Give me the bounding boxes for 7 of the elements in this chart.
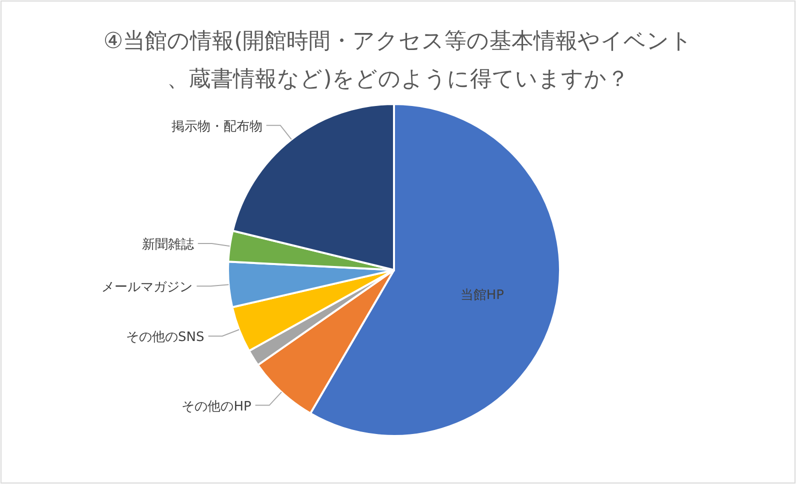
slice-label: 新聞雑誌 xyxy=(142,238,194,252)
slice-label: その他のSNS xyxy=(126,330,204,346)
chart-title: ④当館の情報(開館時間・アクセス等の基本情報やイベント、蔵書情報など)をどのように得ていますか？ xyxy=(103,29,693,92)
slice-label: 当館HP xyxy=(460,288,504,303)
slice-label: 掲示物・配布物 xyxy=(171,119,262,134)
slice-label: メールマガジン xyxy=(102,280,193,296)
slice-label: その他のHP xyxy=(182,399,252,414)
